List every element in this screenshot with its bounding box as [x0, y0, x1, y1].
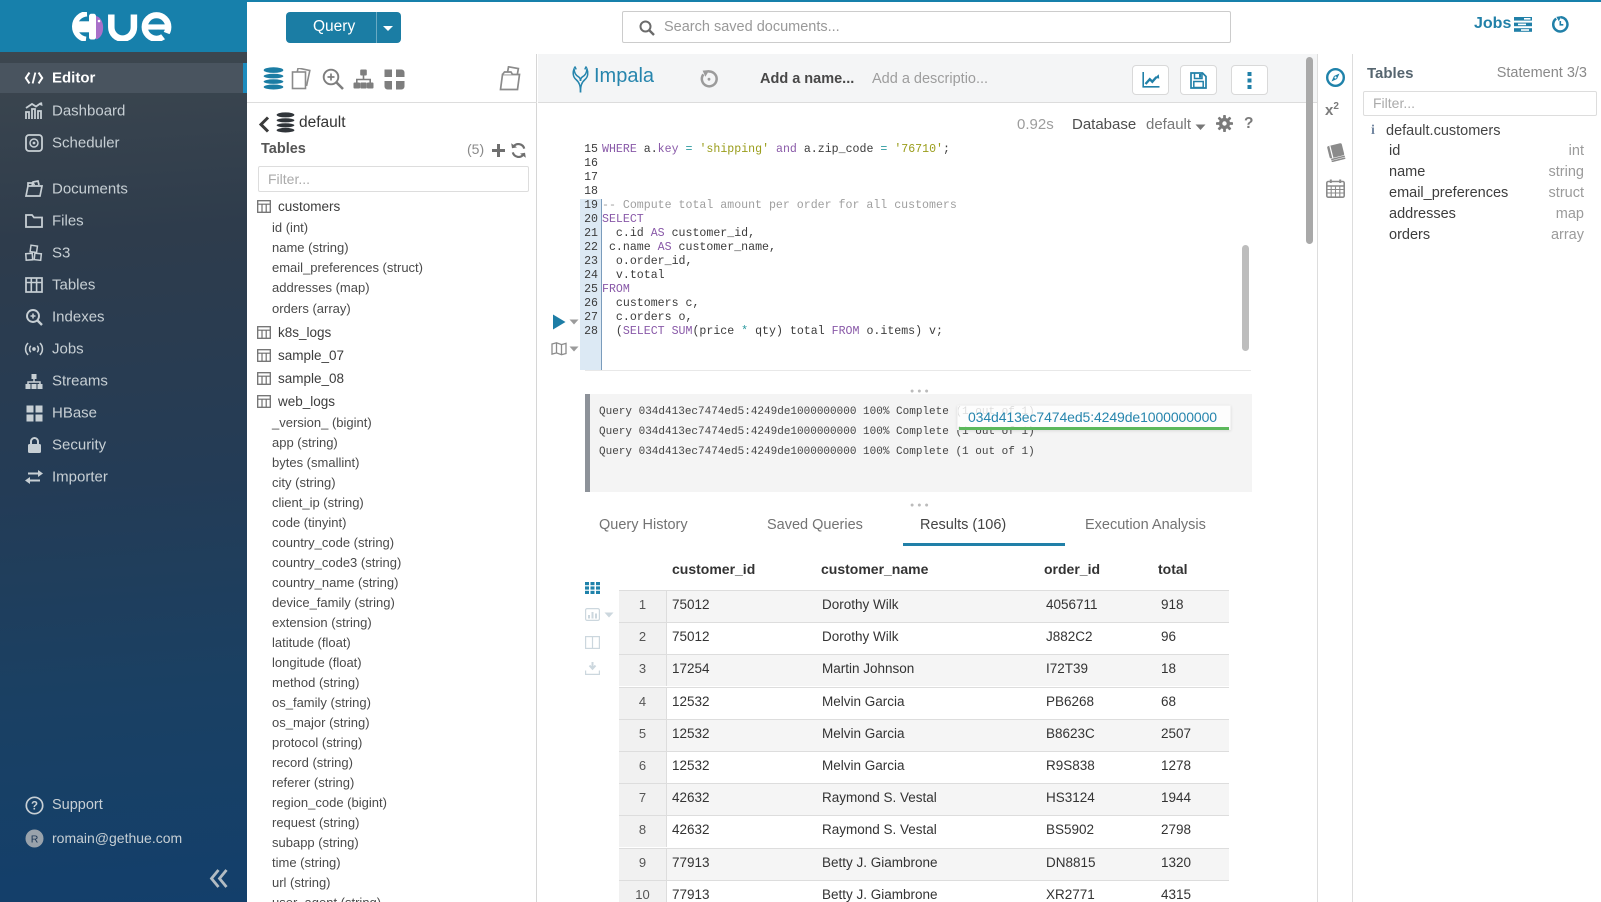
svg-text:?: ? [30, 800, 37, 812]
svg-text:R: R [30, 833, 38, 845]
